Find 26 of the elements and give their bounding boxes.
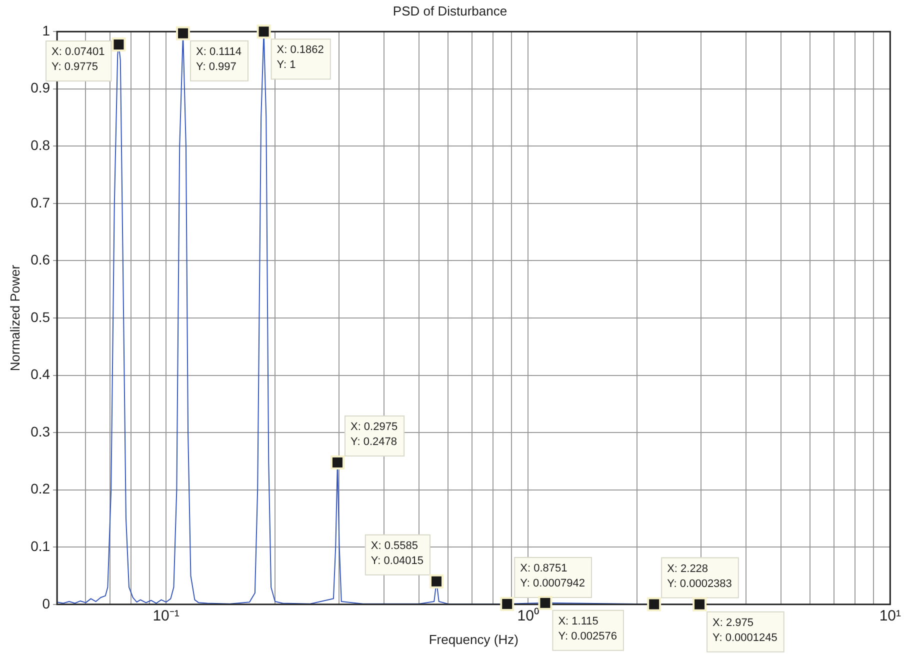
y-tick-label: 0.8 bbox=[30, 137, 50, 154]
x-tick-label: 10¹ bbox=[879, 608, 902, 625]
annotation: X: 0.8751 Y: 0.0007942 bbox=[520, 562, 585, 590]
x-tick-label: 10⁻¹ bbox=[152, 608, 180, 625]
y-tick-label: 0.4 bbox=[30, 366, 50, 382]
x-tick-label: 10⁰ bbox=[517, 608, 539, 625]
y-tick-label: 0.1 bbox=[30, 538, 50, 554]
y-tick-label: 0.3 bbox=[30, 423, 50, 440]
x-axis-title: Frequency (Hz) bbox=[428, 632, 518, 647]
annotation: X: 2.975 Y: 0.0001245 bbox=[712, 616, 778, 644]
y-tick-label: 0.9 bbox=[30, 80, 50, 96]
annotation: X: 0.07401 Y: 0.9775 bbox=[52, 46, 105, 74]
annotation: X: 0.5585 Y: 0.04015 bbox=[370, 540, 424, 567]
annotation: X: 1.115 Y: 0.002576 bbox=[558, 615, 617, 642]
annotation: X: 0.1862 Y: 1 bbox=[276, 44, 324, 72]
y-tick-label: 0.6 bbox=[30, 252, 50, 268]
y-tick-label: 0.7 bbox=[30, 194, 50, 210]
annotation: X: 2.228 Y: 0.0002383 bbox=[667, 562, 732, 590]
annotation: X: 0.2975 Y: 0.2478 bbox=[350, 420, 398, 448]
chart-title: PSD of Disturbance bbox=[392, 3, 508, 18]
y-tick-label: 1 bbox=[42, 22, 50, 38]
y-tick-label: 0.5 bbox=[30, 308, 50, 325]
annotation: X: 0.1114 Y: 0.997 bbox=[196, 46, 242, 73]
y-tick-label: 0.2 bbox=[30, 480, 50, 497]
y-tick-label: 0 bbox=[42, 595, 50, 612]
y-axis-title: Normalized Power bbox=[7, 264, 22, 372]
